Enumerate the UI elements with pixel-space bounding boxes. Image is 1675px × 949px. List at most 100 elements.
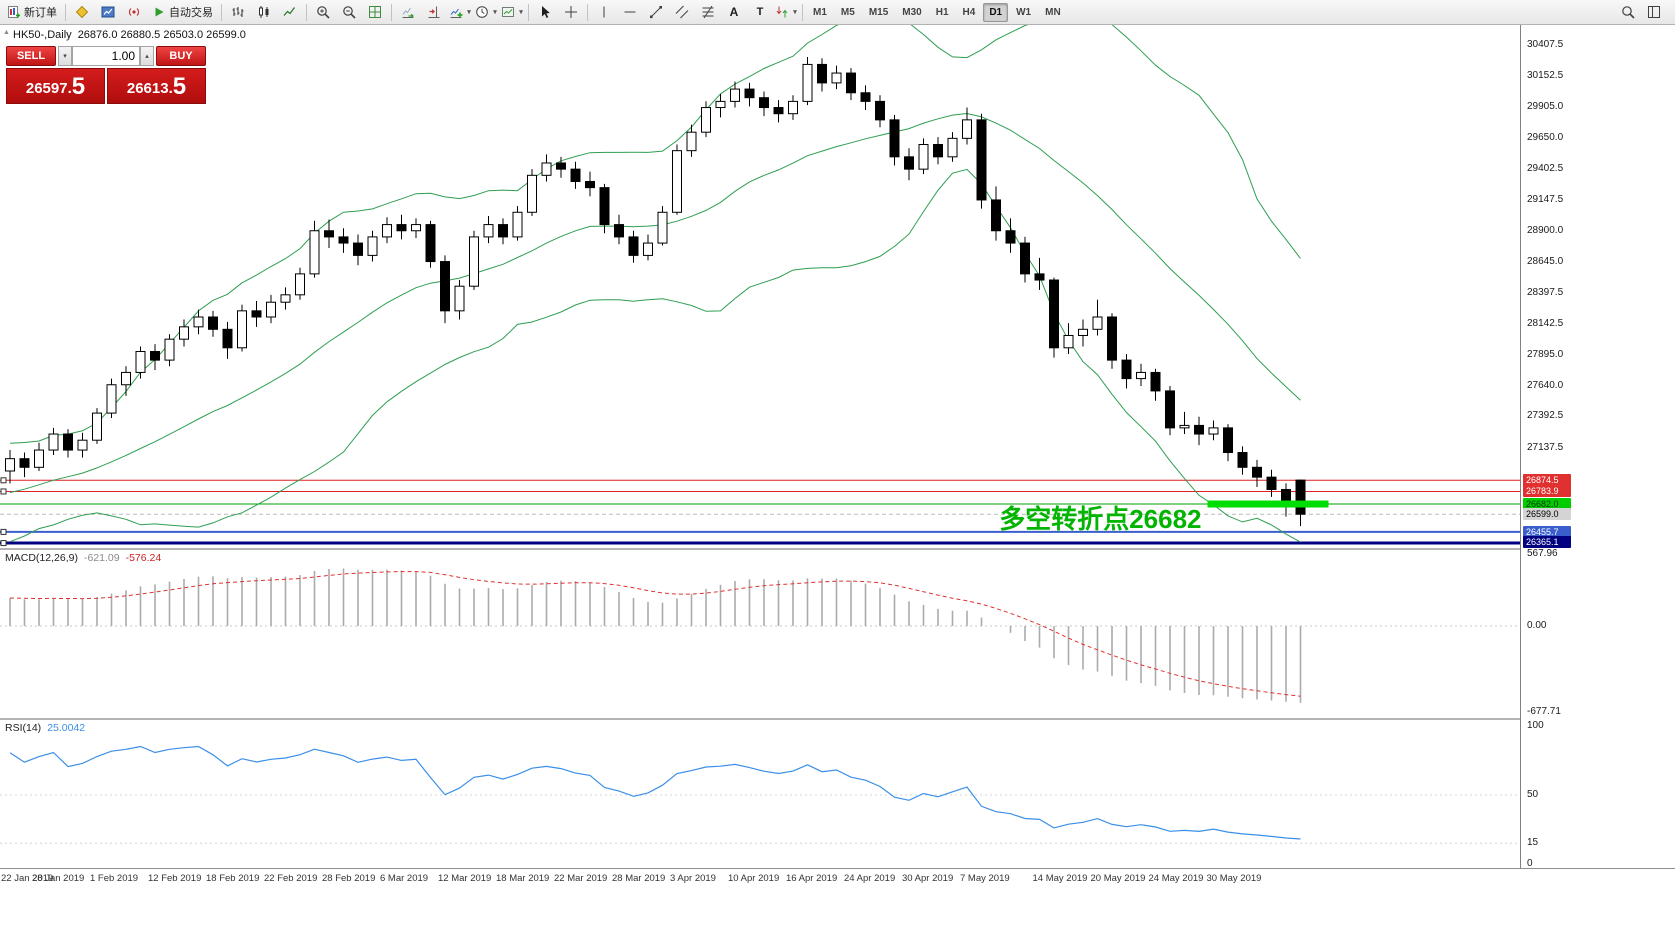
price-scale-border bbox=[1520, 25, 1521, 868]
support-segment[interactable] bbox=[1207, 500, 1329, 508]
indicators-button[interactable]: ▾ bbox=[447, 2, 473, 23]
price-axis-label: 28900.0 bbox=[1527, 224, 1564, 236]
timeframe-button-M1[interactable]: M1 bbox=[813, 6, 827, 18]
rsi-scale[interactable]: 100 50 15 0 bbox=[1521, 718, 1675, 868]
crosshair-button[interactable] bbox=[558, 2, 584, 23]
rsi-axis-label: 0 bbox=[1527, 858, 1533, 868]
search-icon bbox=[1622, 6, 1635, 19]
time-axis-label: 6 Mar 2019 bbox=[380, 873, 429, 884]
tile-windows-icon bbox=[369, 6, 381, 18]
fibonacci-button[interactable] bbox=[695, 2, 721, 23]
text-tool-button[interactable]: A bbox=[729, 5, 739, 19]
panels-icon bbox=[1648, 6, 1660, 18]
macd-axis-label: 567.96 bbox=[1527, 548, 1558, 559]
triangle-up-icon: ▴ bbox=[145, 53, 149, 60]
timeframe-button-M15[interactable]: M15 bbox=[868, 6, 889, 18]
price-axis-label: 29650.0 bbox=[1527, 132, 1564, 144]
macd-scale[interactable]: 567.96 0.00 -677.71 bbox=[1521, 548, 1675, 718]
volume-up-button[interactable]: ▴ bbox=[140, 46, 154, 66]
ask-price-display[interactable]: 26613. 5 bbox=[107, 68, 206, 104]
time-axis-label: 22 Feb 2019 bbox=[264, 873, 318, 884]
autotrading-button[interactable]: 自动交易 bbox=[147, 2, 218, 23]
macd-panel[interactable]: MACD(12,26,9) -621.09 -576.24 bbox=[0, 548, 1520, 718]
macd-histogram bbox=[9, 568, 1302, 703]
volume-stepper: ▾ ▴ bbox=[58, 46, 154, 66]
search-button[interactable] bbox=[1615, 2, 1641, 23]
toolbar-separator bbox=[528, 3, 529, 21]
sell-button[interactable]: SELL bbox=[6, 46, 56, 66]
template-icon bbox=[502, 7, 515, 17]
time-scale[interactable]: 22 Jan 2019 28 Jan 2019 1 Feb 2019 12 Feb 2… bbox=[0, 868, 1675, 891]
trendline-button[interactable] bbox=[643, 2, 669, 23]
timeframe-button-H4[interactable]: H4 bbox=[962, 6, 976, 18]
cursor-button[interactable] bbox=[532, 2, 558, 23]
main-chart[interactable]: 多空转折点26682 bbox=[0, 25, 1520, 548]
panel-divider[interactable] bbox=[0, 548, 1675, 550]
indicators-icon bbox=[450, 8, 463, 18]
price-scale[interactable]: 30407.5 30152.5 29905.0 29650.0 29402.5 29147… bbox=[1521, 25, 1675, 548]
time-axis-label: 1 Feb 2019 bbox=[90, 873, 139, 884]
timeframe-button-W1[interactable]: W1 bbox=[1016, 6, 1032, 18]
line-handle[interactable] bbox=[0, 488, 7, 495]
trendline-icon bbox=[650, 6, 662, 19]
main-chart-panel[interactable]: 多空转折点26682 ▲ HK50-,Daily 26876.0 26880.5 … bbox=[0, 25, 1520, 548]
panel-divider[interactable] bbox=[0, 718, 1675, 720]
bid-price-display[interactable]: 26597. 5 bbox=[6, 68, 105, 104]
chart-shift-button[interactable] bbox=[421, 2, 447, 23]
price-marker: 26682.0 bbox=[1523, 498, 1571, 511]
price-axis-label: 27640.0 bbox=[1527, 379, 1564, 391]
vertical-line-button[interactable] bbox=[591, 2, 617, 23]
periods-button[interactable]: ▾ bbox=[473, 2, 499, 23]
zoom-out-button[interactable] bbox=[336, 2, 362, 23]
bar-chart-button[interactable] bbox=[225, 2, 251, 23]
new-order-button[interactable]: 新订单 bbox=[2, 2, 62, 23]
horizontal-lines bbox=[0, 479, 1520, 545]
channel-button[interactable] bbox=[669, 2, 695, 23]
timeframe-button-M30[interactable]: M30 bbox=[902, 6, 922, 18]
metaeditor-button[interactable] bbox=[69, 2, 95, 23]
price-axis-label: 28397.5 bbox=[1527, 286, 1564, 298]
toolbar-separator bbox=[65, 3, 66, 21]
market-watch-button[interactable] bbox=[95, 2, 121, 23]
line-handle[interactable] bbox=[0, 528, 7, 535]
line-handle[interactable] bbox=[0, 477, 7, 484]
arrows-tool-button[interactable]: ▾ bbox=[773, 2, 799, 23]
time-axis-label: 7 May 2019 bbox=[960, 873, 1010, 884]
tile-windows-button[interactable] bbox=[362, 2, 388, 23]
auto-scroll-button[interactable] bbox=[395, 2, 421, 23]
time-axis-label: 22 Jan 2019 bbox=[1, 873, 54, 884]
candlestick-chart-button[interactable] bbox=[251, 2, 277, 23]
rsi-panel[interactable]: RSI(14) 25.0042 bbox=[0, 718, 1520, 868]
timeframe-button-M5[interactable]: M5 bbox=[840, 6, 855, 18]
text-label-tool-button[interactable]: T bbox=[756, 6, 764, 18]
collapse-chart-icon[interactable]: ▲ bbox=[3, 29, 10, 36]
horizontal-line-button[interactable] bbox=[617, 2, 643, 23]
signals-button[interactable] bbox=[121, 2, 147, 23]
timeframe-button-D1[interactable]: D1 bbox=[983, 2, 1009, 22]
macd-label-line: MACD(12,26,9) -621.09 -576.24 bbox=[5, 552, 161, 564]
time-axis-label: 16 Apr 2019 bbox=[786, 873, 838, 884]
timeframe-button-H1[interactable]: H1 bbox=[935, 6, 949, 18]
chevron-down-icon: ▾ bbox=[467, 9, 471, 16]
blue-chart-icon bbox=[101, 6, 115, 18]
zoom-in-button[interactable] bbox=[310, 2, 336, 23]
templates-button[interactable]: ▾ bbox=[499, 2, 525, 23]
channel-icon bbox=[675, 5, 689, 19]
line-handle[interactable] bbox=[0, 540, 7, 547]
annotation-text[interactable]: 多空转折点26682 bbox=[999, 504, 1201, 534]
line-chart-button[interactable] bbox=[277, 2, 303, 23]
volume-down-button[interactable]: ▾ bbox=[58, 46, 72, 66]
ask-price-main: 26613. bbox=[126, 80, 173, 98]
bollinger-upper-line bbox=[9, 25, 1301, 444]
buy-button[interactable]: BUY bbox=[156, 46, 206, 66]
diamond-icon bbox=[75, 5, 89, 19]
macd-chart[interactable] bbox=[0, 548, 1520, 718]
timeframe-button-MN[interactable]: MN bbox=[1045, 6, 1061, 18]
rsi-chart[interactable] bbox=[0, 718, 1520, 868]
toggle-panels-button[interactable] bbox=[1641, 2, 1667, 23]
triangle-down-icon: ▾ bbox=[63, 53, 67, 60]
price-axis-label: 29402.5 bbox=[1527, 162, 1564, 174]
auto-scroll-icon bbox=[402, 7, 414, 19]
time-axis-label: 20 May 2019 bbox=[1090, 873, 1146, 884]
volume-input[interactable] bbox=[72, 46, 140, 66]
